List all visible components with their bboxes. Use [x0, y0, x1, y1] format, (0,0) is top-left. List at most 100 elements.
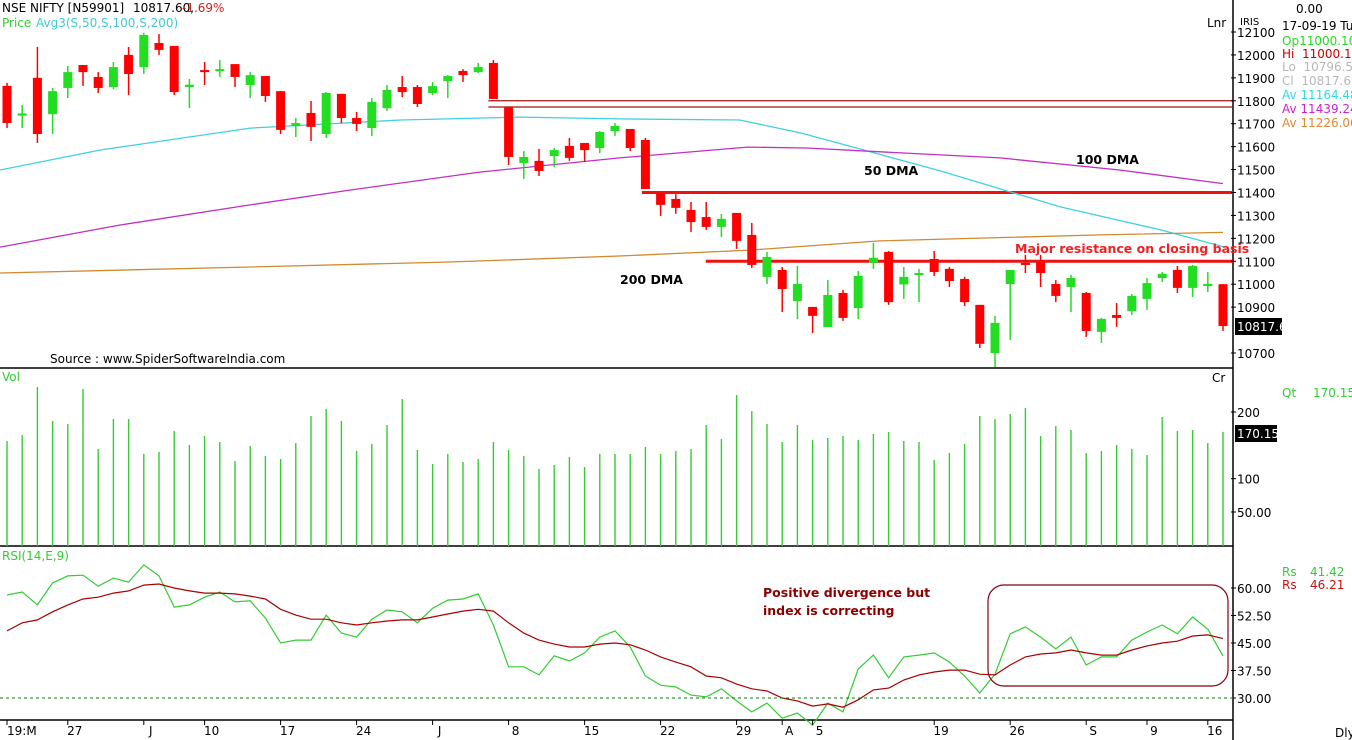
candle-body	[473, 67, 483, 73]
price-tick-label: 11800	[1237, 95, 1275, 109]
candle-body	[1066, 278, 1076, 287]
rsi-value: 41.42	[1310, 565, 1344, 579]
candle	[488, 59, 498, 99]
resistance-annotation: Major resistance on closing basis	[1015, 241, 1249, 256]
date-label: J	[437, 724, 442, 738]
qt-label: Qt	[1282, 386, 1296, 400]
candle	[549, 148, 559, 168]
price-tick-label: 11900	[1237, 72, 1275, 86]
candle	[154, 34, 164, 55]
date-label: 27	[67, 724, 82, 738]
price-tick-label: 10900	[1237, 301, 1275, 315]
candle	[124, 46, 134, 96]
candles	[2, 32, 1228, 367]
price-axis-ticks: 12100 12000 11900 11800 11700 11600 11500 11400…	[1231, 26, 1275, 361]
candle-body	[1020, 262, 1030, 265]
candle	[48, 87, 58, 135]
candle	[625, 128, 635, 152]
candle-body	[215, 69, 225, 72]
ma100-annotation: 100 DMA	[1076, 152, 1139, 167]
candle-body	[899, 276, 909, 285]
candle	[32, 46, 42, 143]
ma-line-200-dma	[0, 231, 1224, 274]
price-tick-label: 11000	[1237, 278, 1275, 292]
divergence-annotation-2: index is correcting	[763, 603, 894, 618]
price-tick-label: 10700	[1237, 347, 1275, 361]
date-label: 17	[280, 724, 295, 738]
candle-body	[884, 251, 894, 303]
date-label: 29	[736, 724, 751, 738]
ma-label: Avg3(S,50,S,100,S,200)	[36, 16, 178, 30]
candle	[990, 315, 1000, 367]
candle-body	[291, 123, 301, 127]
candle	[519, 151, 529, 179]
divergence-box	[987, 584, 1229, 687]
candle	[762, 251, 772, 284]
candle	[1203, 272, 1213, 293]
candle	[732, 212, 742, 249]
candle	[2, 82, 12, 129]
candle-body	[1081, 292, 1091, 331]
candle-body	[716, 218, 726, 227]
volume-axis-ticks: 200 100 50.00	[1231, 406, 1271, 520]
candle-body	[960, 278, 970, 303]
candle	[1157, 272, 1167, 282]
candle-body	[1096, 318, 1106, 332]
scale-type: Lnr	[1207, 16, 1226, 30]
rsi-line	[6, 564, 1224, 726]
candle-body	[701, 217, 711, 227]
candle	[914, 268, 924, 303]
candle	[443, 75, 453, 99]
price-tick-label: 12100	[1237, 26, 1275, 40]
rsi-tick-label: 45.00	[1237, 637, 1271, 651]
candle-body	[610, 126, 620, 132]
candle	[291, 117, 301, 138]
candle	[944, 267, 954, 287]
candle	[1051, 280, 1061, 303]
volume-tag-bg	[1235, 425, 1277, 442]
date-label: 22	[660, 724, 675, 738]
candle	[580, 142, 590, 163]
candle	[184, 79, 194, 109]
candle	[169, 45, 179, 96]
candle	[960, 276, 970, 307]
candle	[428, 81, 438, 96]
volume-unit: Cr	[1212, 371, 1225, 385]
price-label: Price	[2, 16, 31, 30]
candle	[1127, 294, 1137, 315]
candle-body	[1127, 295, 1137, 312]
candle-body	[382, 90, 392, 109]
candle	[1142, 278, 1152, 310]
candle	[1066, 274, 1076, 312]
signal-label: Rs	[1282, 578, 1297, 592]
date-axis-labels: 19:M 27 J 10 17 24 J 8 15 22 29 A 5 19 26 S 9 16	[6, 720, 1222, 738]
rsi-tick-label: 52.50	[1237, 610, 1271, 624]
candle	[808, 306, 818, 334]
open-value: Op11000.10	[1282, 34, 1352, 48]
candle-body	[245, 75, 255, 85]
brand-label: IRIS	[1240, 17, 1259, 28]
candle	[1096, 317, 1106, 343]
date-label: 10	[204, 724, 219, 738]
low-value: Lo 10796.50	[1282, 60, 1352, 74]
divergence-annotation-1: Positive divergence but	[763, 585, 930, 600]
candle-body	[1036, 261, 1046, 273]
candle-body	[732, 212, 742, 241]
candle-body	[63, 72, 73, 88]
candle	[336, 93, 346, 124]
price-tick-label: 11100	[1237, 255, 1275, 269]
candle-body	[504, 106, 514, 157]
candle	[884, 250, 894, 305]
candle-body	[154, 43, 164, 50]
date-label: J	[148, 724, 153, 738]
candle	[1036, 254, 1046, 287]
candle-body	[169, 45, 179, 93]
candle-body	[1005, 270, 1015, 284]
candle	[564, 137, 574, 161]
candle	[868, 242, 878, 269]
rsi-tick-label: 30.00	[1237, 692, 1271, 706]
price-tick-label: 11500	[1237, 164, 1275, 178]
candle	[78, 65, 88, 86]
candle-body	[595, 131, 605, 149]
candle	[276, 91, 286, 135]
